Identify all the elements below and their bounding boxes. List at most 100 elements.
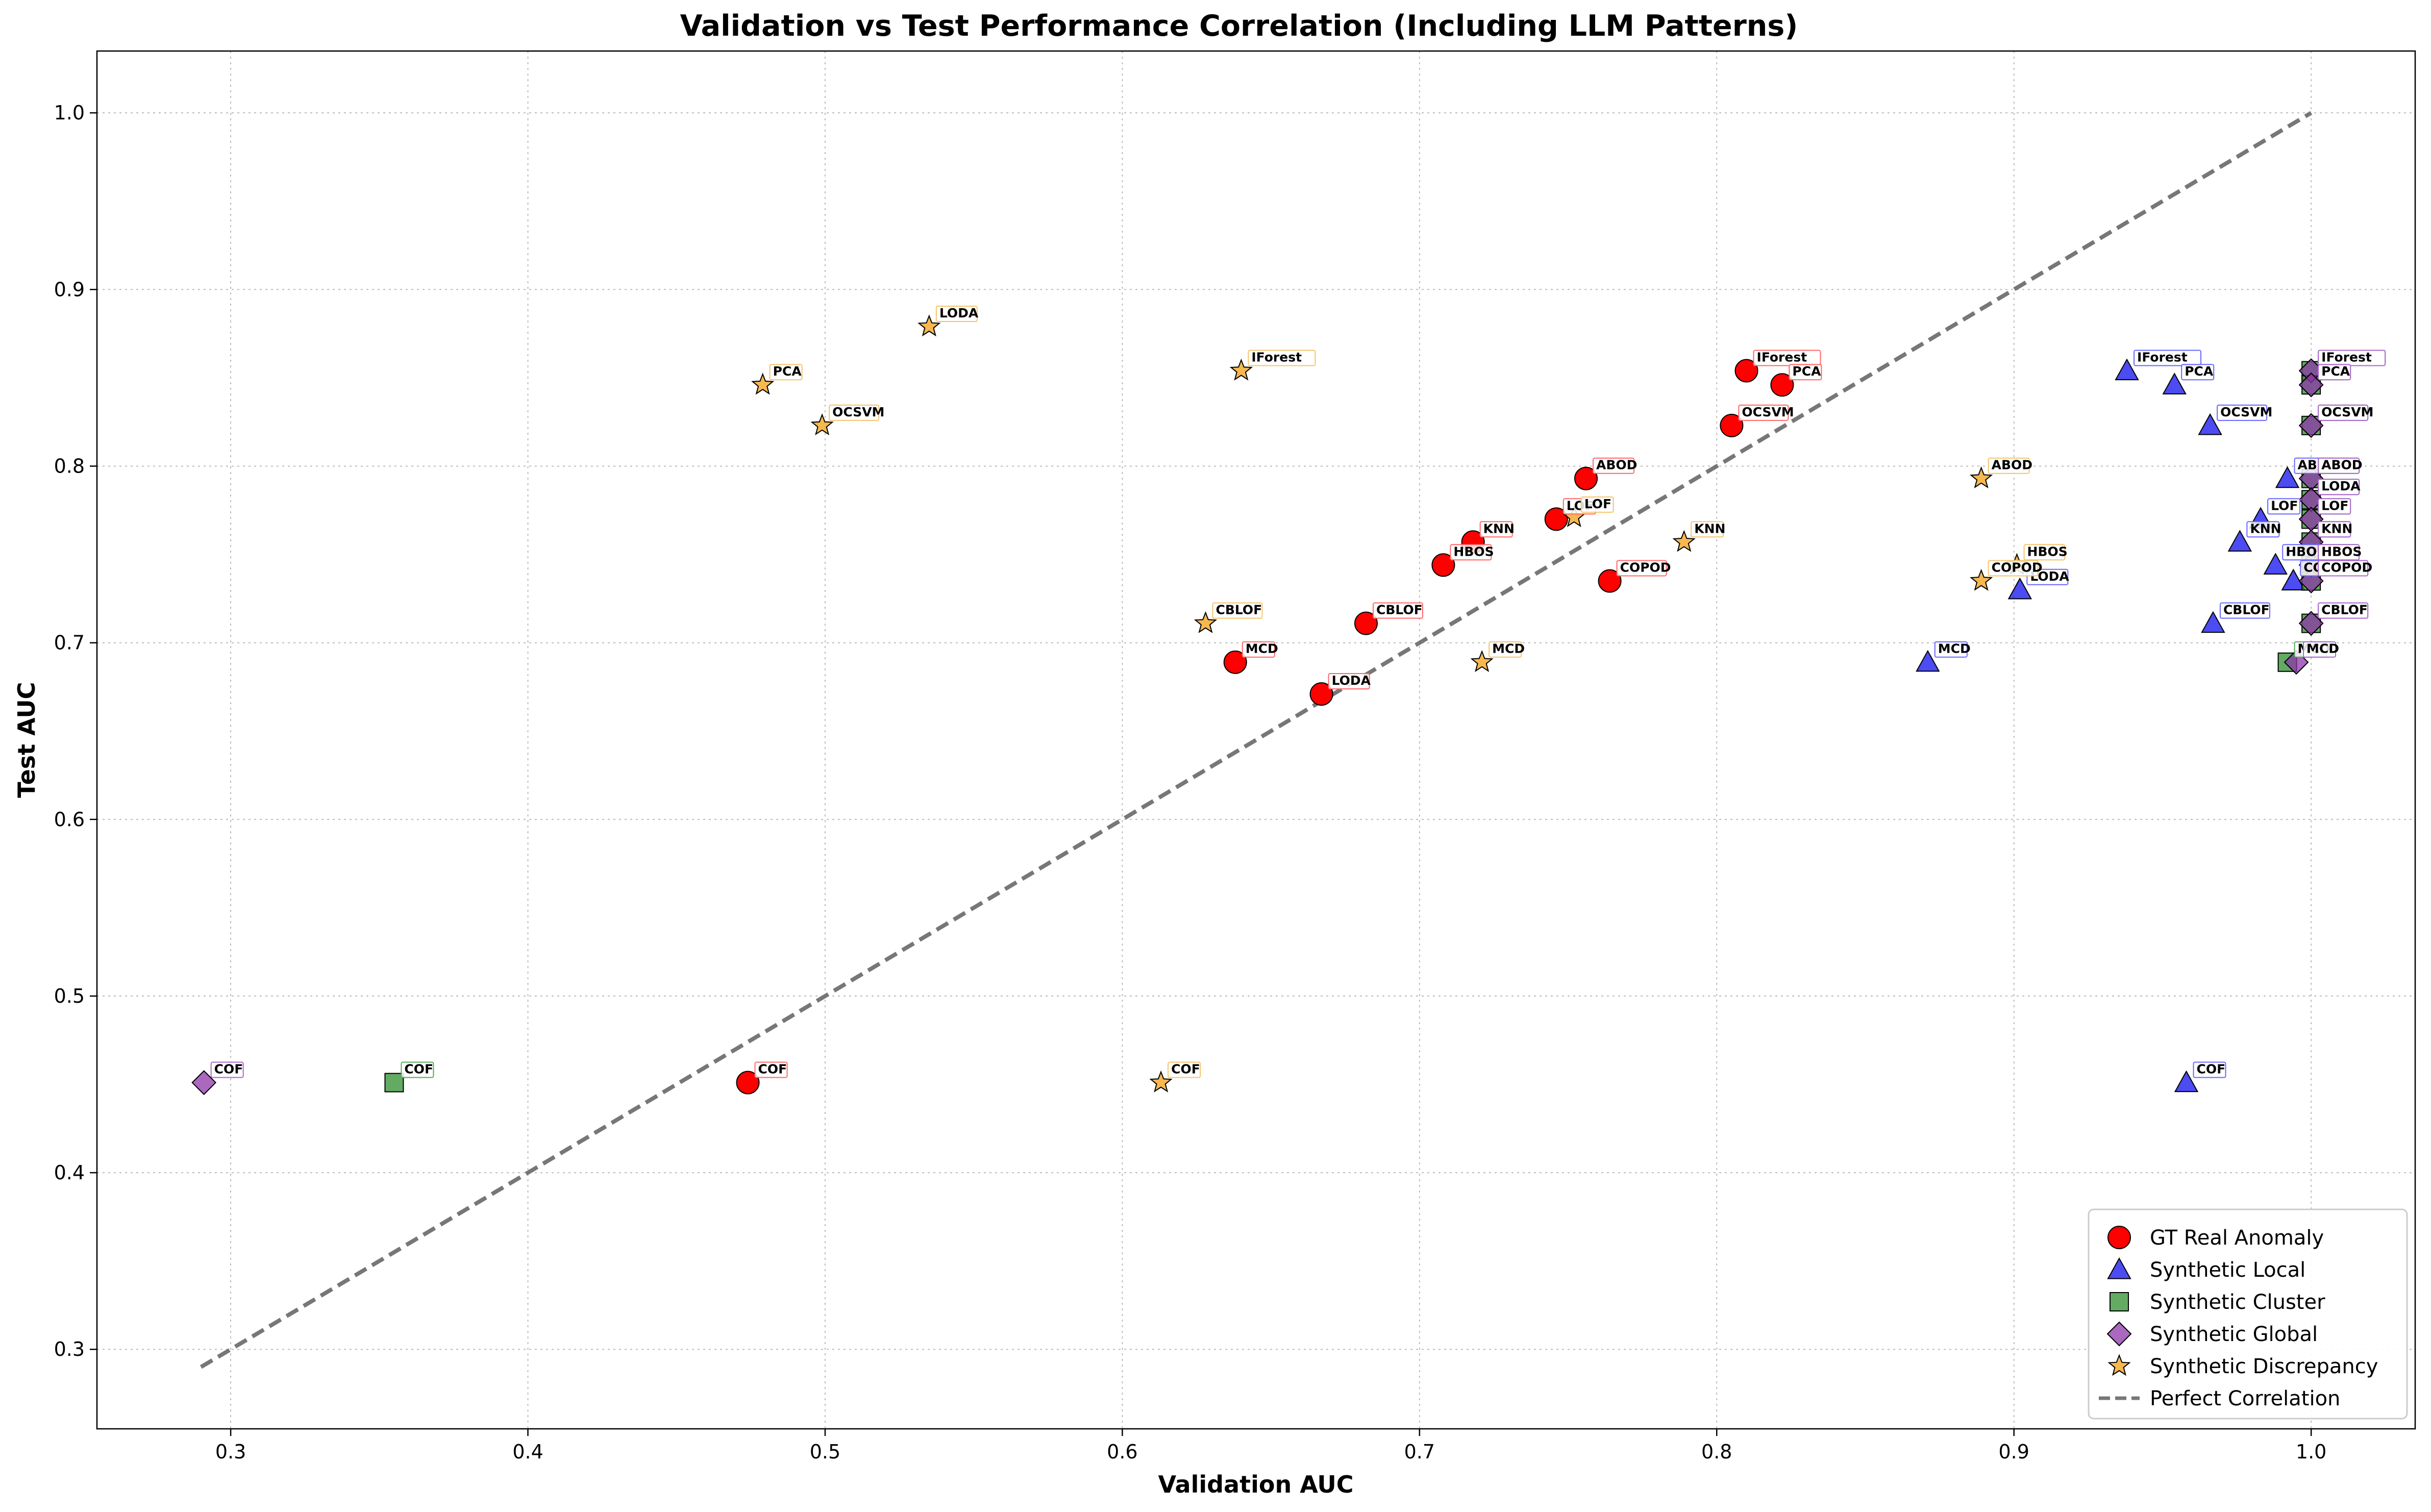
- point-circle: [1223, 650, 1247, 674]
- x-tick-label: 0.9: [1998, 1441, 2029, 1463]
- legend-marker-square: [2110, 1292, 2129, 1311]
- point-label: LODA: [2321, 479, 2361, 493]
- x-axis-label: Validation AUC: [1158, 1471, 1353, 1498]
- point-star: [751, 373, 775, 395]
- point-label: LOF: [2321, 498, 2348, 513]
- legend-marker-diamond: [2106, 1321, 2132, 1347]
- point-label: IForest: [1251, 350, 1302, 365]
- point-circle: [1431, 553, 1455, 577]
- x-tick-label: 0.5: [810, 1441, 840, 1463]
- point-circle: [1354, 611, 1378, 635]
- y-axis-ticks: 0.3 0.4 0.5 0.6 0.7 0.8 0.9 1.0: [54, 102, 97, 1360]
- point-label: CBLOF: [1216, 603, 1262, 617]
- point-label: KNN: [1694, 521, 1725, 536]
- point-label-box: [2318, 479, 2360, 495]
- point-label: MCD: [1938, 641, 1971, 656]
- point-label: OCSVM: [2220, 405, 2272, 419]
- y-tick-label: 0.9: [54, 278, 85, 301]
- point-label: CBLOF: [1376, 603, 1423, 617]
- point-triangle: [2201, 611, 2225, 633]
- point-square: [384, 1073, 404, 1093]
- point-label-box: [1691, 521, 1724, 538]
- y-axis-label: Test AUC: [13, 682, 40, 798]
- point-label-box: [1616, 560, 1667, 577]
- point-label-box: [2267, 498, 2301, 515]
- point-label: KNN: [1483, 521, 1515, 536]
- point-label: OCSVM: [2321, 405, 2373, 419]
- point-label-box: [2219, 602, 2270, 619]
- point-circle: [736, 1071, 760, 1095]
- point-label-box: [2181, 364, 2215, 381]
- point-label: KNN: [2321, 521, 2352, 536]
- point-label-box: [1248, 350, 1316, 366]
- point-label-box: [2318, 521, 2351, 538]
- point-label: HBOS: [2027, 544, 2068, 559]
- x-tick-label: 0.6: [1107, 1441, 1137, 1463]
- point-label: IForest: [2321, 350, 2372, 365]
- y-tick-label: 0.8: [54, 455, 85, 477]
- point-label-box: [1738, 404, 1789, 421]
- chart-title: Validation vs Test Performance Correlati…: [680, 9, 1798, 43]
- point-label: MCD: [2306, 641, 2339, 656]
- point-triangle: [2227, 530, 2252, 552]
- point-label: LODA: [939, 306, 979, 320]
- point-label: HBOS: [1453, 544, 1494, 559]
- point-label: COPOD: [1620, 560, 1671, 575]
- point-label: OCSVM: [832, 405, 884, 419]
- point-label-box: [1328, 673, 1370, 689]
- point-label-box: [2318, 350, 2386, 366]
- point-label-box: [2217, 404, 2268, 421]
- point-label: OCSVM: [1742, 405, 1794, 419]
- point-label-box: [1168, 1061, 1201, 1078]
- x-axis-ticks: 0.3 0.4 0.5 0.6 0.7 0.8 0.9 1.0: [215, 1429, 2326, 1463]
- plot-frame: [96, 50, 2416, 1430]
- point-label-box: [2318, 560, 2369, 577]
- point-label-box: [1479, 521, 1513, 538]
- point-circle: [1309, 682, 1333, 706]
- point-label: MCD: [1492, 641, 1525, 656]
- perfect-correlation-line: [200, 111, 2313, 1369]
- point-label: COPOD: [1992, 560, 2043, 575]
- legend-label: Synthetic Local: [2150, 1258, 2305, 1282]
- point-label-box: [2303, 641, 2337, 658]
- point-star: [1470, 650, 1494, 672]
- point-label-box: [2318, 498, 2351, 515]
- point-label-box: [1988, 560, 2039, 577]
- point-label-box: [2246, 521, 2280, 538]
- plot-area: IForestPCAOCSVMABODLOFKNNHBOSCOPODCBLOFM…: [96, 50, 2416, 1430]
- point-star: [810, 413, 834, 436]
- point-star: [1970, 568, 1993, 591]
- point-triangle: [2281, 568, 2305, 591]
- point-triangle: [2007, 577, 2032, 600]
- point-triangle: [2198, 413, 2222, 435]
- point-label-box: [769, 364, 803, 381]
- point-triangle: [2263, 553, 2288, 575]
- point-label: COF: [404, 1062, 433, 1077]
- legend-label: Perfect Correlation: [2150, 1387, 2340, 1410]
- point-label: LOF: [2271, 498, 2298, 513]
- point-label-box: [2318, 364, 2351, 381]
- point-star: [1672, 530, 1696, 552]
- x-tick-label: 0.8: [1701, 1441, 1732, 1463]
- point-label-box: [754, 1061, 788, 1078]
- point-label: KNN: [2250, 521, 2281, 536]
- legend-label: GT Real Anomaly: [2150, 1226, 2324, 1250]
- y-tick-label: 1.0: [54, 102, 85, 124]
- point-label-box: [1242, 641, 1275, 658]
- point-label: PCA: [2321, 364, 2350, 379]
- point-diamond: [191, 1070, 217, 1095]
- y-tick-label: 0.6: [54, 808, 85, 831]
- point-label-box: [1450, 544, 1492, 561]
- point-label-box: [401, 1061, 434, 1078]
- point-label: COF: [1171, 1062, 1200, 1077]
- point-label: CBLOF: [2223, 603, 2270, 617]
- legend-marker-triangle: [2107, 1257, 2131, 1279]
- point-circle: [1770, 373, 1794, 397]
- legend-marker-star: [2107, 1354, 2131, 1376]
- legend: GT Real Anomaly Synthetic Local Synthetic …: [2088, 1208, 2408, 1420]
- point-label: HBOS: [2321, 544, 2362, 559]
- point-diamond: [2298, 372, 2324, 398]
- point-label-box: [2023, 544, 2066, 561]
- point-label: ABOD: [1596, 458, 1637, 473]
- point-triangle: [2174, 1070, 2199, 1093]
